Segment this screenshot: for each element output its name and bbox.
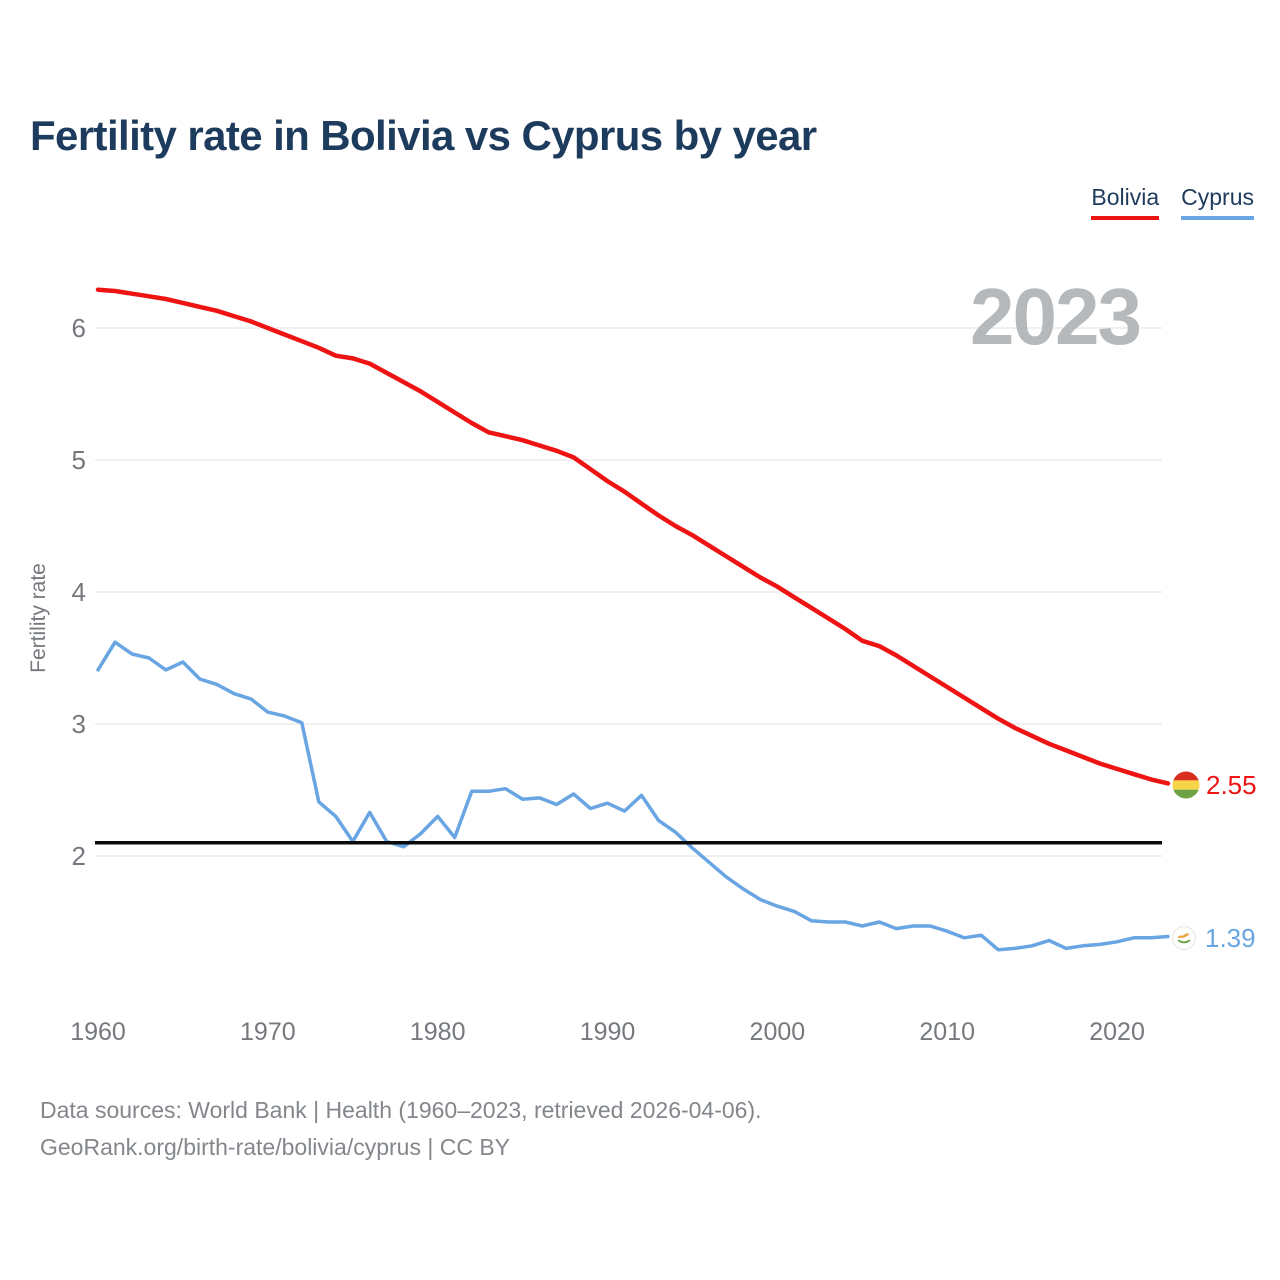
bolivia-end-value: 2.55 bbox=[1206, 770, 1257, 800]
x-tick-label: 2010 bbox=[919, 1018, 975, 1046]
bolivia-flag-icon bbox=[1172, 771, 1200, 799]
x-tick-label: 1960 bbox=[70, 1018, 126, 1046]
legend-item-cyprus[interactable]: Cyprus bbox=[1181, 184, 1254, 220]
y-tick-label: 3 bbox=[72, 709, 86, 739]
bolivia-end-label: 2.55 bbox=[1172, 770, 1257, 800]
legend: Bolivia Cyprus bbox=[1091, 184, 1254, 220]
gridlines bbox=[95, 327, 1162, 857]
x-tick-label: 2020 bbox=[1089, 1018, 1145, 1046]
cyprus-end-value: 1.39 bbox=[1205, 923, 1256, 953]
cyprus-line bbox=[96, 640, 1170, 952]
x-tick-labels: 1960 1970 1980 1990 2000 2010 2020 bbox=[70, 1018, 1145, 1046]
bolivia-line bbox=[95, 287, 1171, 786]
y-tick-label: 5 bbox=[72, 445, 86, 475]
footer-sources-line: Data sources: World Bank | Health (1960–… bbox=[40, 1097, 762, 1123]
y-axis-title: Fertility rate bbox=[27, 563, 50, 673]
legend-item-bolivia[interactable]: Bolivia bbox=[1091, 184, 1160, 220]
cyprus-end-label: 1.39 bbox=[1172, 923, 1256, 953]
watermark-year: 2023 bbox=[970, 272, 1140, 361]
y-tick-label: 6 bbox=[72, 313, 86, 343]
x-tick-label: 1970 bbox=[240, 1018, 296, 1046]
x-tick-label: 1980 bbox=[410, 1018, 466, 1046]
y-tick-label: 4 bbox=[72, 577, 86, 607]
page-title: Fertility rate in Bolivia vs Cyprus by y… bbox=[30, 112, 817, 159]
footer-attribution-line: GeoRank.org/birth-rate/bolivia/cyprus | … bbox=[40, 1134, 510, 1160]
x-tick-label: 2000 bbox=[750, 1018, 806, 1046]
y-tick-labels: 2 3 4 5 6 bbox=[72, 313, 86, 871]
y-tick-label: 2 bbox=[72, 841, 86, 871]
footer: Data sources: World Bank | Health (1960–… bbox=[40, 1092, 762, 1166]
series-lines bbox=[95, 287, 1171, 952]
cyprus-flag-icon bbox=[1172, 926, 1196, 950]
x-tick-label: 1990 bbox=[580, 1018, 636, 1046]
